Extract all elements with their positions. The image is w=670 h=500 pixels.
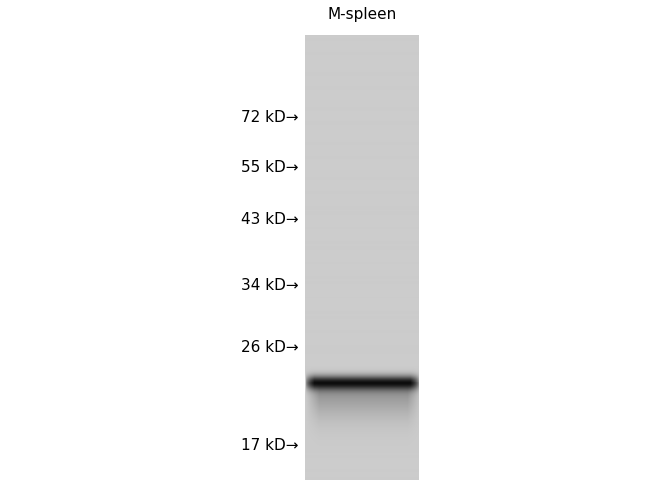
Text: M-spleen: M-spleen <box>327 8 397 22</box>
Text: 17 kD→: 17 kD→ <box>241 438 298 452</box>
Text: 55 kD→: 55 kD→ <box>241 160 298 175</box>
Text: 34 kD→: 34 kD→ <box>241 278 298 292</box>
Text: 43 kD→: 43 kD→ <box>241 212 298 228</box>
Bar <box>305 35 419 480</box>
Text: 26 kD→: 26 kD→ <box>241 340 298 355</box>
Text: 72 kD→: 72 kD→ <box>241 110 298 125</box>
